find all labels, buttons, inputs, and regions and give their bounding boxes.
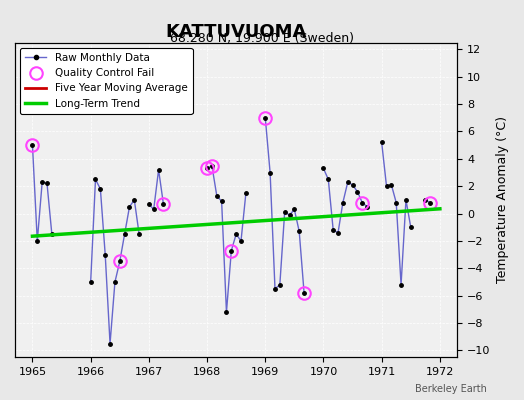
Quality Control Fail [29,143,36,148]
Quality Control Fail [359,200,365,205]
Text: 68.280 N, 19.900 E (Sweden): 68.280 N, 19.900 E (Sweden) [170,32,354,45]
Y-axis label: Temperature Anomaly (°C): Temperature Anomaly (°C) [496,116,509,284]
Line: Quality Control Fail: Quality Control Fail [26,112,436,299]
Quality Control Fail [204,166,210,171]
Quality Control Fail [262,116,268,120]
Quality Control Fail [427,200,433,205]
Quality Control Fail [209,163,215,168]
Quality Control Fail [117,259,123,264]
Quality Control Fail [160,202,167,206]
Legend: Raw Monthly Data, Quality Control Fail, Five Year Moving Average, Long-Term Tren: Raw Monthly Data, Quality Control Fail, … [20,48,192,114]
Text: Berkeley Earth: Berkeley Earth [416,384,487,394]
Title: KATTUVUOMA: KATTUVUOMA [166,23,307,41]
Quality Control Fail [228,248,234,253]
Quality Control Fail [301,290,307,295]
